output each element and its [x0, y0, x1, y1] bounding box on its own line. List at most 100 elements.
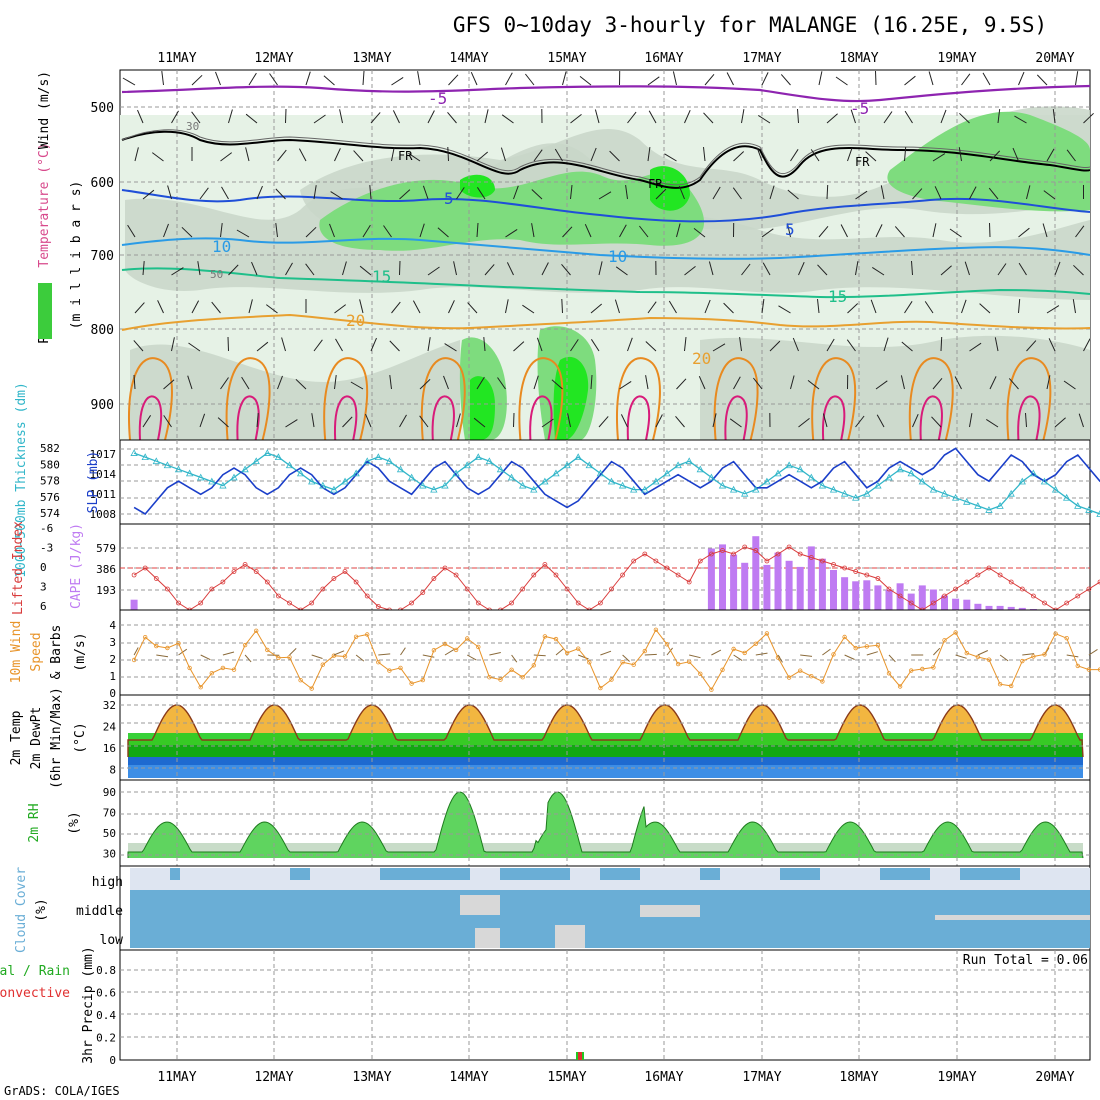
cloud-level-label: high	[92, 875, 123, 890]
wind-tick: 4	[109, 619, 116, 632]
wind-marker	[953, 630, 958, 635]
wind-barb	[1046, 305, 1060, 314]
wind-barb	[277, 375, 283, 390]
wind-barb	[533, 375, 539, 390]
wind-barb-10m	[800, 654, 813, 657]
contour-freezing	[121, 130, 1091, 189]
wind-marker	[720, 667, 725, 672]
contour-label: 20	[692, 349, 711, 368]
wind-marker	[642, 648, 647, 654]
wind-barb	[248, 72, 257, 86]
thickness-marker	[141, 453, 149, 461]
wind-barb-10m	[333, 650, 345, 656]
wind-barb	[359, 265, 372, 276]
pressure-tick: 700	[91, 249, 114, 264]
wind-barb	[1042, 223, 1048, 238]
wind-barb	[447, 146, 449, 162]
lifted-marker	[808, 555, 814, 560]
contour-label: 15	[828, 287, 847, 306]
wind-barb-10m	[999, 654, 1009, 662]
wind-barb	[875, 224, 883, 238]
wind-barb	[753, 377, 763, 390]
temp-band-green	[128, 733, 1083, 745]
wind-barb	[780, 74, 791, 86]
wind-barb	[876, 414, 885, 428]
wind-barb-10m	[733, 654, 743, 662]
wind-barb	[370, 337, 377, 352]
date-label-bottom: 12MAY	[254, 1070, 293, 1085]
wind-barb	[256, 413, 259, 428]
wind-barb	[473, 417, 486, 428]
wind-barb	[1073, 264, 1084, 276]
wind-barb	[932, 377, 943, 390]
wind-barb	[484, 264, 495, 276]
thickness-marker	[607, 477, 616, 485]
date-label-bottom: 13MAY	[352, 1070, 391, 1085]
wind-barb-10m	[777, 654, 783, 663]
thickness-marker	[1085, 506, 1093, 513]
wind-barb-10m	[955, 654, 967, 659]
wind-barb	[625, 185, 628, 200]
rh-shading	[120, 106, 1090, 440]
cape-tick: 193	[96, 584, 116, 597]
thickness-marker	[485, 457, 494, 465]
cloud-high-block	[500, 868, 570, 880]
wind-barb	[598, 261, 603, 276]
wind-barb	[639, 225, 649, 238]
thickness-marker	[907, 469, 915, 477]
wind-barb	[412, 300, 421, 314]
wind-barb	[732, 187, 742, 200]
date-label-top: 14MAY	[449, 51, 488, 66]
wind-barb	[497, 377, 506, 390]
wind-marker	[187, 665, 192, 671]
rh-green	[887, 111, 1090, 212]
wind-barb	[1083, 338, 1091, 352]
thickness-marker	[496, 465, 505, 473]
wind-barb	[256, 341, 269, 352]
wind-barb	[536, 337, 543, 352]
wind-barb	[931, 416, 942, 428]
lifted-marker	[786, 544, 792, 550]
lifted-marker	[431, 576, 437, 581]
wind-barb	[342, 261, 347, 276]
wind-barb-10m	[1088, 648, 1098, 656]
wind-barb	[712, 186, 721, 200]
lifted-marker	[353, 579, 359, 585]
cape-bar	[907, 593, 915, 610]
y-title-wind-unit: (m/s)	[73, 632, 88, 671]
wind-barb	[826, 184, 829, 200]
wind-barb	[456, 187, 465, 200]
thickness-tick: 576	[40, 491, 60, 504]
rh-patch	[700, 335, 1090, 440]
wind-barb	[598, 191, 612, 200]
wind-barb	[761, 72, 769, 86]
precip-legend-convective: Convective	[0, 986, 70, 1001]
thickness-marker	[1062, 493, 1071, 501]
y-title-temperature: Temperature (°C)	[37, 142, 52, 267]
wind-barb	[399, 414, 407, 428]
thickness-marker	[596, 469, 605, 477]
wind-barb	[733, 151, 745, 162]
wind-barb	[329, 223, 335, 238]
cape-bar	[874, 585, 882, 610]
wind-barb-10m	[977, 650, 989, 656]
wind-barb	[448, 300, 455, 314]
wind-barb	[901, 341, 913, 352]
surface-contour	[225, 357, 271, 441]
wind-barb	[1008, 378, 1019, 390]
temp-tick: 32	[103, 699, 116, 712]
thickness-marker	[663, 469, 671, 477]
cape-bar	[763, 564, 771, 610]
wind-barb	[590, 147, 597, 162]
cape-bar	[752, 536, 760, 610]
wind-barb	[961, 299, 967, 314]
contour-20	[121, 313, 1091, 331]
wind-barb-10m	[666, 647, 673, 656]
rh2-tick: 90	[103, 786, 116, 799]
wind-barbs	[122, 70, 1094, 428]
wind-barb	[855, 415, 865, 428]
wind-barb	[313, 114, 326, 124]
precip-tick: 0.6	[96, 987, 116, 1000]
wind-barb-10m	[578, 654, 589, 660]
wind-barb	[484, 109, 489, 124]
